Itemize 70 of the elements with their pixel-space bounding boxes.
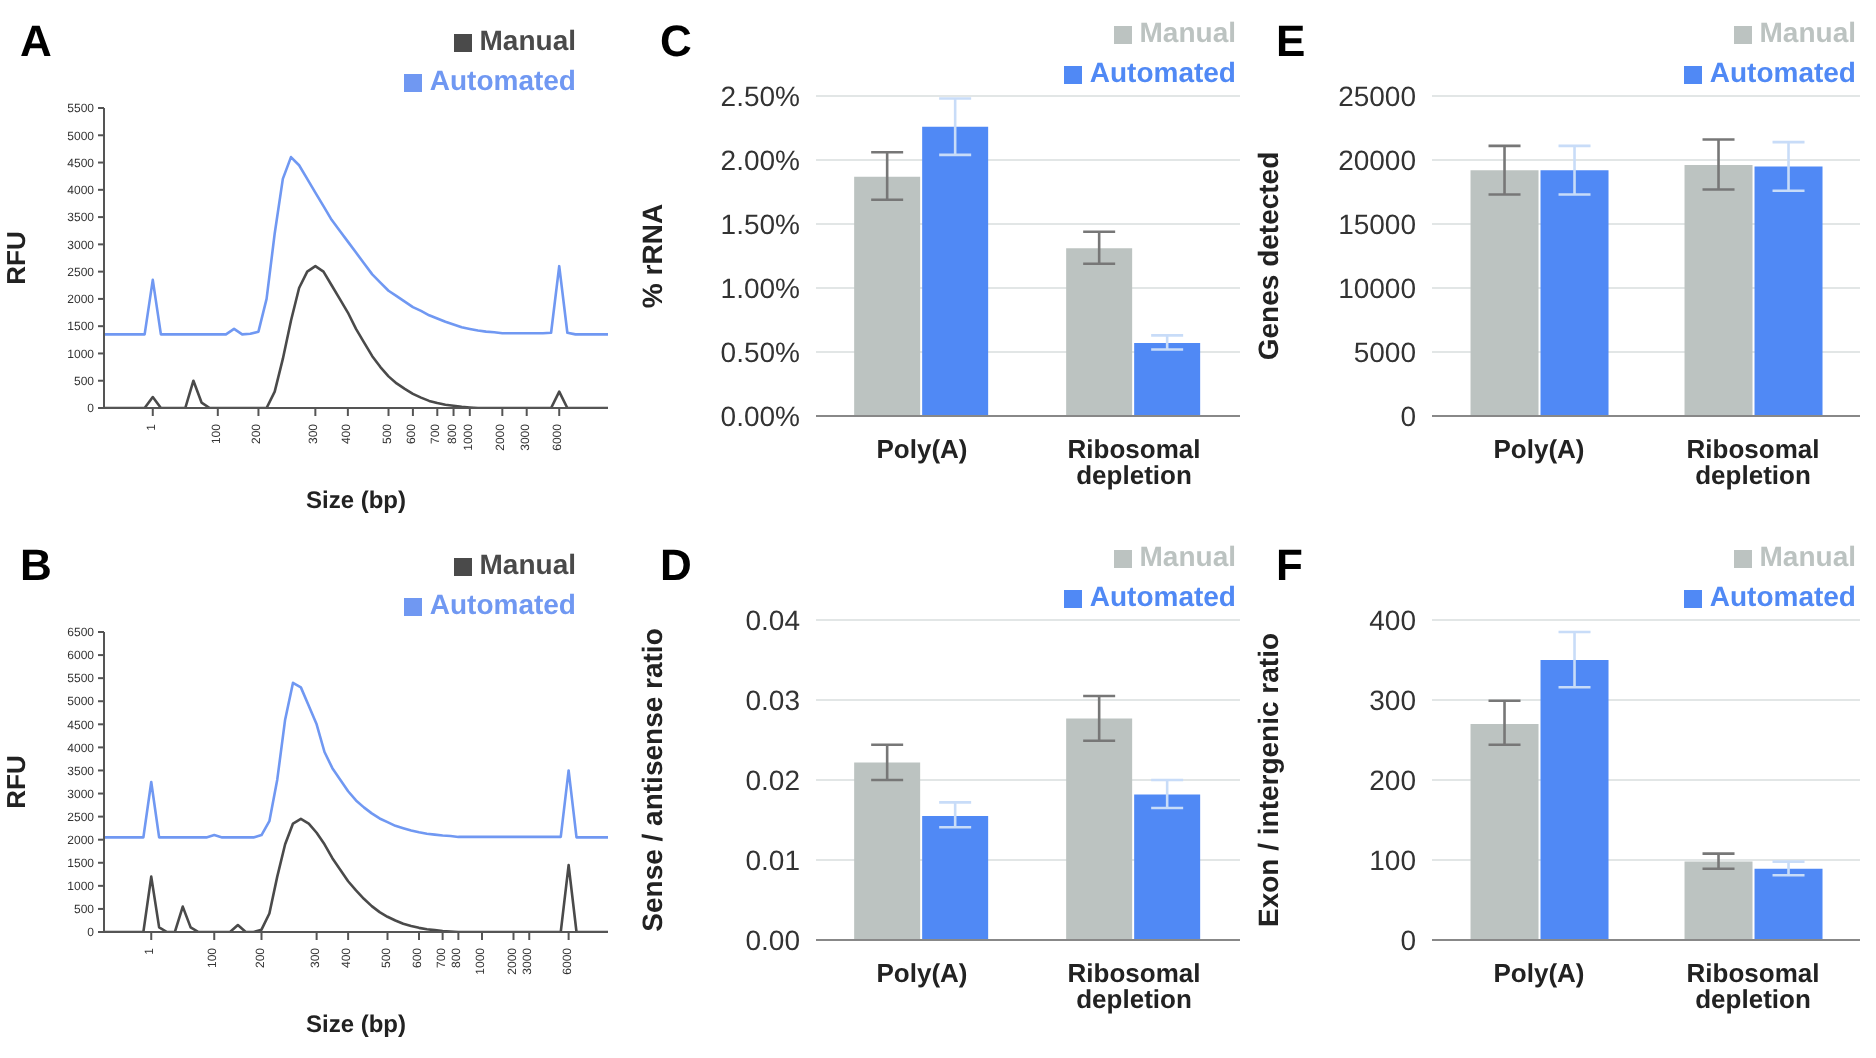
x-tick-label: Ribosomal depletion [1686,434,1820,491]
bar [854,762,921,940]
y-tick-label: 0.00% [720,399,800,432]
y-tick-label: 10000 [1338,271,1417,304]
chart-title: F [1276,540,1303,592]
chart-title: B [20,540,52,592]
y-tick-label: 0 [1400,399,1417,432]
y-tick-label: 20000 [1338,143,1417,176]
y-axis-title: Genes detected [1251,151,1284,361]
x-tick-label: Poly(A) [1493,434,1585,465]
y-tick-label: 15000 [1338,207,1417,240]
y-tick-label: 0.00 [745,923,801,956]
y-axis-title: Exon / intergenic ratio [1251,632,1284,928]
y-axis-title: RFU [1,755,32,809]
y-tick-label: 400 [1369,603,1417,636]
legend-label: Manual [1759,16,1856,48]
x-tick-label: Ribosomal depletion [1067,434,1201,491]
legend-label: Automated [1709,580,1856,612]
x-tick-label: Ribosomal depletion [1067,958,1201,1015]
legend-label: Manual [1759,540,1856,572]
legend-label: Manual [1139,16,1236,48]
y-tick-label: 1.00% [720,271,800,304]
y-tick-label: 2.00% [720,143,800,176]
y-tick-label: 0.03 [745,683,801,716]
y-axis-title: % rRNA [635,203,668,309]
line-series [102,155,610,336]
legend-label: Automated [429,588,576,620]
y-tick-label: 0 [1400,923,1417,956]
chart-title: C [660,16,692,68]
bar [1066,718,1133,940]
bar [1540,660,1609,940]
bar [1134,343,1201,416]
bar [1754,868,1823,940]
chart-title: D [660,540,692,592]
x-tick-label: Poly(A) [1493,958,1585,989]
line-series [102,681,610,839]
bar [1684,861,1753,940]
x-tick-label: Poly(A) [876,434,968,465]
x-axis-title: Size (bp) [306,1010,406,1038]
y-tick-label: 100 [1369,843,1417,876]
bar [1066,248,1133,416]
y-axis-title: Sense / antisense ratio [635,628,668,932]
legend-label: Manual [1139,540,1236,572]
y-tick-label: 0.02 [745,763,801,796]
legend-label: Manual [479,548,576,580]
legend-label: Automated [1089,580,1236,612]
legend-label: Automated [1089,56,1236,88]
y-tick-label: 0.50% [720,335,800,368]
x-tick-label: Poly(A) [876,958,968,989]
y-tick-label: 25000 [1338,79,1417,112]
chart-title: A [20,16,52,68]
x-tick-label: Ribosomal depletion [1686,958,1820,1015]
bar [922,126,989,416]
bar [1134,794,1201,940]
x-axis-title: Size (bp) [306,486,406,514]
y-tick-label: 2.50% [720,79,800,112]
chart-title: E [1276,16,1306,68]
y-tick-label: 5000 [1353,335,1417,368]
bar [922,816,989,940]
y-tick-label: 1.50% [720,207,800,240]
y-tick-label: 0.01 [745,843,801,876]
y-axis-title: RFU [1,231,32,285]
bar [854,176,921,416]
legend-label: Manual [479,24,576,56]
bar [1470,724,1539,940]
y-tick-label: 200 [1369,763,1417,796]
legend-label: Automated [429,64,576,96]
legend-label: Automated [1709,56,1856,88]
y-tick-label: 300 [1369,683,1417,716]
y-tick-label: 0.04 [745,603,801,636]
